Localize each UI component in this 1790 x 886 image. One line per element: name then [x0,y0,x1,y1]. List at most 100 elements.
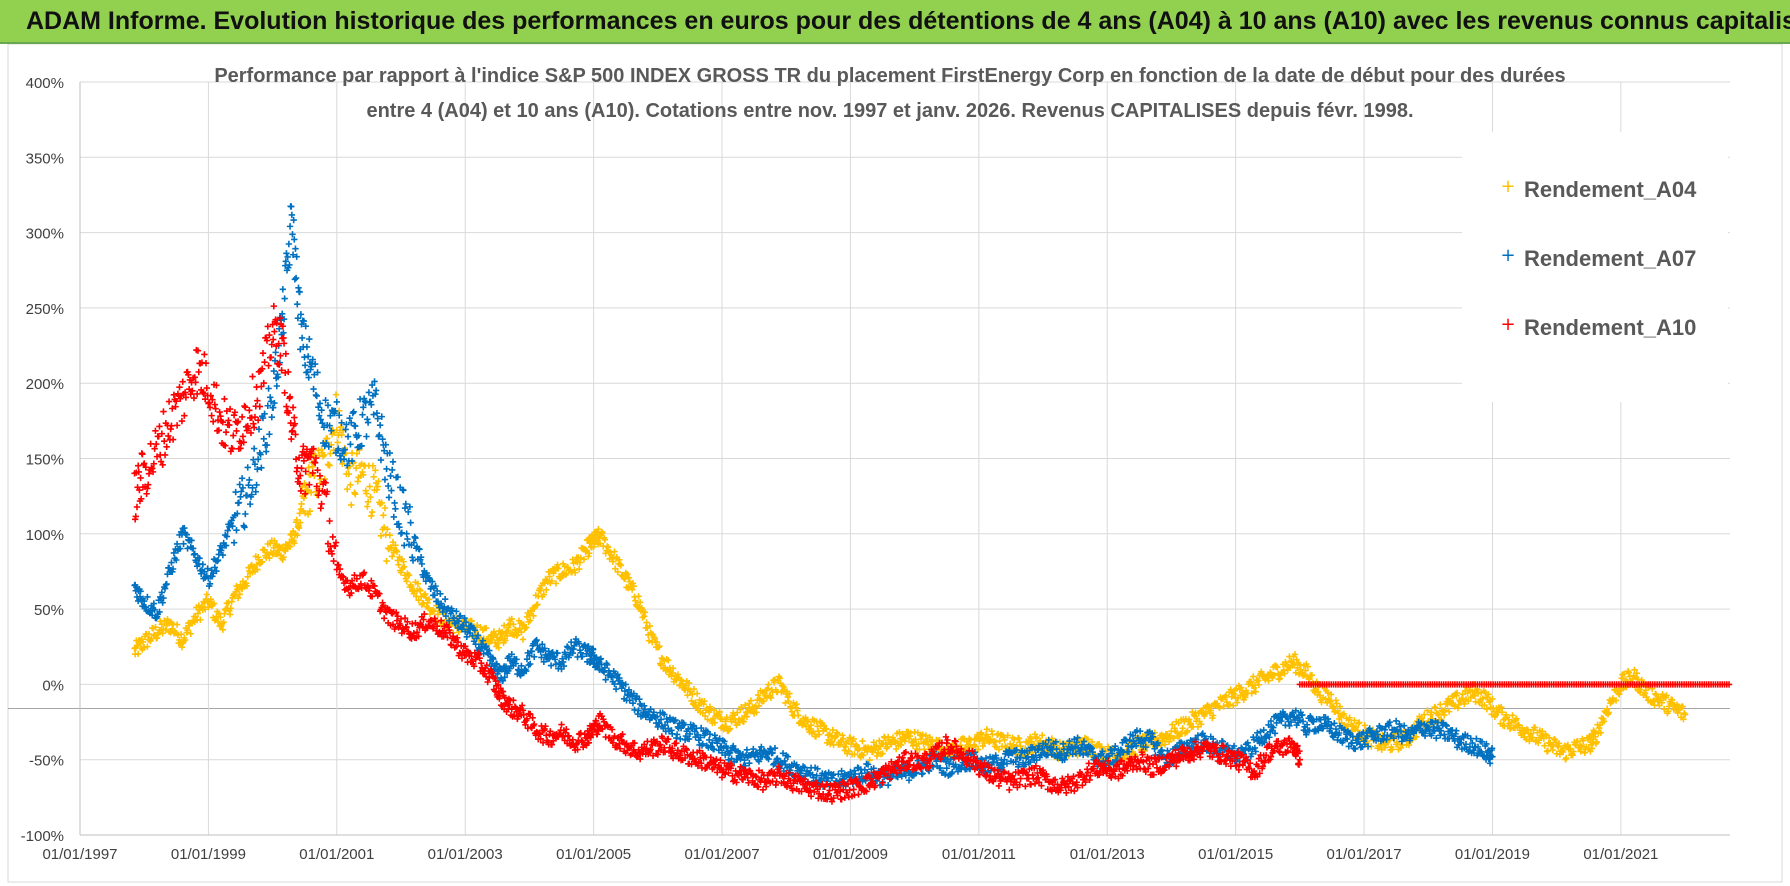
data-point [860,752,867,759]
data-point [1642,687,1649,694]
data-point [380,447,388,454]
data-point [368,381,376,389]
data-point [243,582,251,590]
data-point [1605,709,1613,716]
data-point [400,558,407,565]
data-point [626,697,633,704]
data-point [364,503,371,510]
data-point [394,557,402,564]
data-point [472,628,479,635]
data-point [223,533,231,540]
data-point [367,493,374,501]
data-point [316,400,324,407]
data-point [743,713,751,720]
data-point [1424,707,1431,714]
data-point [387,472,394,480]
data-point [389,538,397,546]
data-point [236,591,243,598]
data-point [360,404,367,411]
data-point [407,519,414,526]
data-point [833,729,840,736]
data-point [406,503,414,511]
data-point [377,456,385,464]
data-point [214,557,222,564]
data-point [1015,735,1023,742]
data-point [1242,694,1249,701]
data-point [1382,741,1389,748]
data-point [415,597,422,604]
data-point [523,667,530,675]
data-point [352,422,359,430]
data-point [1481,701,1488,709]
data-point [1296,661,1304,668]
data-point [834,730,841,737]
data-point [482,643,490,650]
data-point [518,629,525,636]
data-point [197,570,205,577]
data-point [716,708,723,716]
data-point [656,643,663,650]
data-point [677,676,685,684]
data-point [1330,703,1337,711]
data-point [204,565,211,572]
data-point [617,562,625,569]
data-point [616,556,623,563]
data-point [1088,738,1096,746]
data-point [144,593,151,601]
data-point [232,488,239,496]
data-point [571,569,579,576]
data-point [445,617,453,624]
data-point [1327,698,1334,706]
data-point [1539,728,1546,735]
data-point [1549,746,1556,754]
data-point [348,501,355,509]
data-point [395,520,402,528]
data-point [644,711,652,718]
data-point [1527,730,1535,737]
data-point [307,363,315,370]
data-point [622,681,629,688]
data-point [288,211,296,219]
data-point [1505,716,1512,723]
data-point [1197,721,1205,728]
data-point [629,700,637,707]
data-point [1332,697,1340,704]
data-point [348,457,356,465]
data-point [530,612,537,619]
data-point [1354,727,1361,734]
data-point [922,732,930,739]
data-point [159,599,166,606]
data-point [279,310,286,317]
data-point [738,703,745,711]
data-point [917,735,925,743]
data-point [253,561,260,569]
data-point [187,630,194,637]
data-point [1522,736,1530,743]
data-point [412,534,419,542]
data-point [624,570,631,578]
data-point [284,253,291,261]
data-point [1291,661,1298,668]
data-point [815,731,823,738]
data-point [1454,704,1462,712]
data-point [201,606,209,613]
data-point [401,542,408,549]
data-point [1238,684,1245,691]
data-point [251,461,259,468]
data-point [360,471,367,478]
data-point [252,488,259,495]
data-point [226,611,234,618]
data-point [926,734,934,741]
data-point [1171,725,1178,732]
data-point [433,587,441,595]
data-point [866,756,873,764]
data-point [380,524,388,531]
data-point [1563,754,1570,762]
data-point [734,709,741,716]
data-point [372,387,380,394]
data-point [263,441,271,449]
data-point [265,385,272,392]
data-point [1324,689,1332,697]
data-point [873,752,881,760]
data-point [426,610,434,618]
